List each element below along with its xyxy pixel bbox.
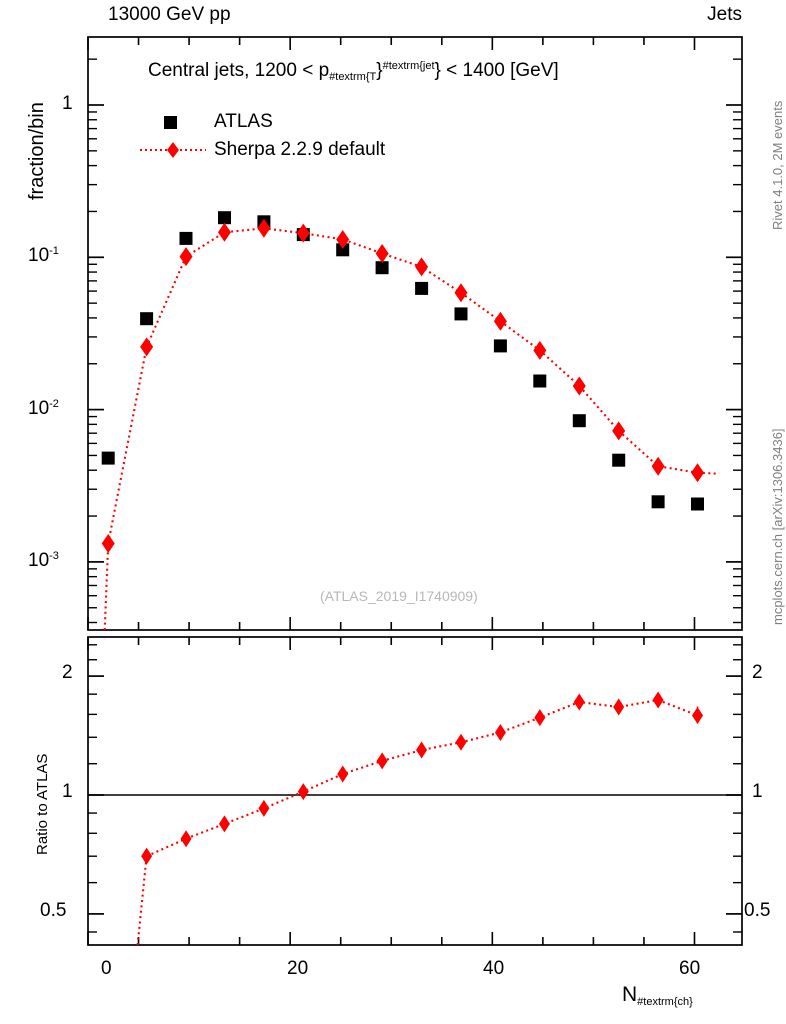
ratio-marker (218, 815, 230, 833)
atlas-marker (454, 307, 468, 321)
ratio-line-leadin (136, 856, 148, 946)
sherpa-marker (140, 337, 154, 357)
atlas-marker (336, 243, 350, 257)
watermark: (ATLAS_2019_I1740909) (320, 588, 478, 604)
legend: ATLAS Sherpa 2.2.9 default (138, 108, 385, 164)
legend-marker-square (164, 116, 177, 129)
atlas-marker (572, 414, 586, 428)
xtick-label-40: 40 (483, 958, 505, 979)
ratio-ytick-label-1: 1 (62, 781, 73, 802)
atlas-marker (179, 231, 193, 245)
sherpa-marker (101, 534, 115, 554)
ratio-marker (337, 765, 349, 783)
ratio-marker (534, 709, 546, 727)
ratio-marker (297, 783, 309, 801)
sherpa-marker (572, 376, 586, 396)
ratio-panel-frame (87, 636, 743, 946)
atlas-marker (101, 451, 115, 465)
sherpa-marker (375, 243, 389, 263)
ratio-marker (141, 847, 153, 865)
ytick-label-1e-1: 10-1 (28, 245, 59, 266)
main-title: Central jets, 1200 < p#textrm{T}#textrm{… (148, 60, 559, 83)
sherpa-line-leadin (103, 543, 110, 631)
ytick-label-1: 1 (62, 93, 73, 114)
main-panel-frame (87, 36, 743, 631)
atlas-marker (218, 211, 231, 225)
sherpa-marker (691, 463, 705, 483)
atlas-marker (140, 312, 154, 326)
atlas-marker (415, 281, 429, 295)
header-right: Jets (707, 4, 742, 25)
title-sup-jet: #textrm{jet (382, 60, 435, 72)
xaxis-label-main: N (622, 983, 638, 1006)
sherpa-marker (415, 257, 429, 277)
atlas-marker (651, 495, 665, 509)
sherpa-marker (533, 340, 547, 360)
legend-entry-atlas: ATLAS (138, 108, 385, 136)
sherpa-marker (179, 247, 193, 267)
atlas-marker (493, 339, 507, 353)
ratio-ytick-right-05: 0.5 (744, 900, 771, 921)
xaxis-label: N#textrm{ch} (622, 983, 693, 1008)
ratio-ytick-label-2: 2 (62, 662, 73, 683)
legend-marker-diamond (140, 142, 206, 158)
ratio-marker (613, 698, 625, 716)
sherpa-marker (612, 421, 626, 441)
sherpa-line-tail (697, 471, 718, 475)
ratio-ytick-label-05: 0.5 (40, 900, 67, 921)
legend-entry-sherpa: Sherpa 2.2.9 default (138, 136, 385, 164)
header-left: 13000 GeV pp (108, 4, 231, 25)
xaxis-label-sub: #textrm{ch} (637, 996, 693, 1008)
ratio-ytick-right-2: 2 (752, 662, 763, 683)
atlas-marker (691, 497, 704, 511)
title-part-a: Central jets, 1200 < p (148, 60, 330, 81)
atlas-marker (375, 261, 389, 275)
ratio-marker (376, 752, 388, 770)
sherpa-marker (454, 283, 468, 303)
title-part-b: } (376, 60, 383, 81)
title-sub-t: #textrm{T (329, 71, 377, 83)
xtick-label-0: 0 (101, 958, 112, 979)
ratio-marker (180, 830, 192, 848)
ratio-ytick-right-1: 1 (752, 781, 763, 802)
atlas-marker (612, 453, 626, 467)
ytick-label-1e-3: 10-3 (28, 550, 59, 571)
ratio-marker (652, 691, 664, 709)
ratio-marker (494, 723, 506, 741)
ratio-marker (258, 799, 270, 817)
legend-label-sherpa: Sherpa 2.2.9 default (214, 139, 386, 160)
sherpa-marker (336, 229, 350, 249)
sherpa-marker (493, 311, 507, 331)
xtick-label-20: 20 (287, 958, 309, 979)
ratio-line (146, 698, 698, 858)
ytick-label-1e-2: 10-2 (28, 398, 59, 419)
xtick-label-60: 60 (679, 958, 701, 979)
ratio-marker (455, 733, 467, 751)
sherpa-marker (217, 222, 231, 242)
ratio-marker (416, 741, 428, 759)
legend-label-atlas: ATLAS (214, 111, 273, 132)
sherpa-line-main (107, 227, 698, 544)
atlas-marker (533, 374, 547, 388)
sherpa-marker (296, 223, 310, 243)
sherpa-marker (257, 218, 271, 238)
sherpa-marker (651, 456, 665, 476)
ratio-marker (692, 706, 704, 724)
title-part-c: } < 1400 [GeV] (434, 60, 559, 81)
ratio-marker (573, 693, 585, 711)
